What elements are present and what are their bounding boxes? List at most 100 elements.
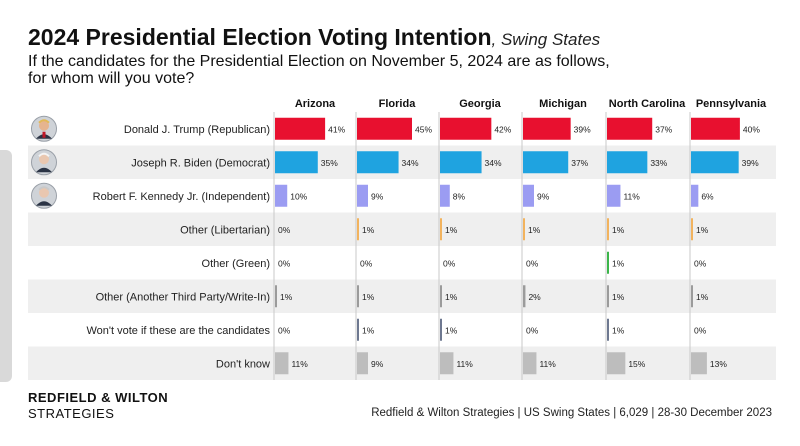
bar-georgia-other-another-third-party-write-in [440, 285, 442, 308]
row-background [28, 179, 776, 213]
category-label-robert-f-kennedy-jr-independent: Robert F. Kennedy Jr. (Independent) [93, 191, 270, 203]
bar-michigan-other-libertarian [523, 218, 525, 241]
data-label: 0% [694, 325, 707, 335]
row-background [28, 346, 776, 380]
column-header-florida: Florida [379, 98, 417, 110]
bar-florida-don-t-know [357, 352, 368, 375]
data-label: 34% [402, 158, 419, 168]
row-background [28, 246, 776, 280]
bar-michigan-don-t-know [523, 352, 537, 375]
bar-north-carolina-robert-f-kennedy-jr-independent [607, 184, 621, 207]
data-label: 15% [628, 359, 645, 369]
category-label-other-green: Other (Green) [202, 258, 270, 270]
category-label-won-t-vote-if-these-are-the-candidates: Won't vote if these are the candidates [86, 325, 270, 337]
data-label: 2% [528, 292, 541, 302]
data-label: 1% [612, 325, 625, 335]
bar-north-carolina-don-t-know [607, 352, 626, 375]
left-edge-strip [0, 150, 12, 382]
bar-michigan-robert-f-kennedy-jr-independent [523, 184, 534, 207]
category-label-other-another-third-party-write-in: Other (Another Third Party/Write-In) [96, 291, 270, 303]
data-label: 35% [321, 158, 338, 168]
data-label: 0% [278, 225, 291, 235]
data-label: 0% [443, 258, 456, 268]
brand-logo: REDFIELD & WILTON STRATEGIES [28, 390, 168, 421]
data-label: 10% [290, 191, 307, 201]
bar-arizona-donald-j-trump-republican [275, 117, 326, 140]
data-label: 11% [291, 359, 308, 369]
data-label: 9% [371, 191, 384, 201]
bar-pennsylvania-don-t-know [691, 352, 707, 375]
data-label: 13% [710, 359, 727, 369]
data-label: 39% [574, 124, 591, 134]
bar-arizona-joseph-r-biden-democrat [275, 151, 318, 174]
bar-michigan-donald-j-trump-republican [523, 117, 571, 140]
data-label: 45% [415, 124, 432, 134]
data-label: 1% [445, 292, 458, 302]
data-label: 0% [526, 325, 539, 335]
kennedy-avatar-icon [31, 182, 57, 209]
data-label: 42% [494, 124, 511, 134]
bar-arizona-don-t-know [275, 352, 289, 375]
data-label: 1% [445, 325, 458, 335]
data-label: 0% [278, 258, 291, 268]
row-background [28, 313, 776, 347]
data-label: 39% [742, 158, 759, 168]
data-label: 1% [362, 225, 375, 235]
survey-question: If the candidates for the Presidential E… [28, 53, 610, 87]
data-label: 1% [612, 225, 625, 235]
bar-pennsylvania-robert-f-kennedy-jr-independent [691, 184, 699, 207]
source-note: Redfield & Wilton Strategies | US Swing … [371, 407, 772, 419]
brand-name: REDFIELD & WILTON [28, 390, 169, 405]
bar-georgia-won-t-vote-if-these-are-the-candidates [440, 318, 442, 341]
data-label: 1% [696, 225, 709, 235]
bar-georgia-robert-f-kennedy-jr-independent [440, 184, 450, 207]
data-label: 1% [612, 258, 625, 268]
bar-pennsylvania-other-another-third-party-write-in [691, 285, 693, 308]
chart-subtitle: , Swing States [491, 30, 601, 49]
row-background [28, 212, 776, 246]
column-header-north-carolina: North Carolina [609, 98, 686, 110]
bar-michigan-joseph-r-biden-democrat [523, 151, 569, 174]
trump-avatar-icon [31, 115, 57, 142]
data-label: 1% [362, 325, 375, 335]
category-label-joseph-r-biden-democrat: Joseph R. Biden (Democrat) [131, 157, 270, 169]
title-block: 2024 Presidential Election Voting Intent… [28, 24, 600, 51]
bar-arizona-robert-f-kennedy-jr-independent [275, 184, 288, 207]
biden-avatar-icon [31, 149, 57, 176]
bar-florida-donald-j-trump-republican [357, 117, 412, 140]
bar-north-carolina-joseph-r-biden-democrat [607, 151, 648, 174]
bar-north-carolina-other-green [607, 251, 609, 274]
data-label: 0% [694, 258, 707, 268]
column-header-arizona: Arizona [295, 98, 336, 110]
chart-title: 2024 Presidential Election Voting Intent… [28, 24, 492, 50]
bar-florida-other-another-third-party-write-in [357, 285, 359, 308]
data-label: 9% [371, 359, 384, 369]
bar-georgia-other-libertarian [440, 218, 442, 241]
data-label: 34% [485, 158, 502, 168]
bar-north-carolina-won-t-vote-if-these-are-the-candidates [607, 318, 609, 341]
row-background [28, 145, 776, 179]
data-label: 1% [280, 292, 293, 302]
data-label: 0% [278, 325, 291, 335]
category-label-donald-j-trump-republican: Donald J. Trump (Republican) [124, 124, 270, 136]
row-background [28, 279, 776, 313]
bar-florida-won-t-vote-if-these-are-the-candidates [357, 318, 359, 341]
data-label: 41% [328, 124, 345, 134]
bar-georgia-donald-j-trump-republican [440, 117, 492, 140]
category-label-other-libertarian: Other (Libertarian) [180, 224, 270, 236]
category-label-don-t-know: Don't know [216, 358, 270, 370]
data-label: 33% [650, 158, 667, 168]
bar-michigan-other-another-third-party-write-in [523, 285, 526, 308]
bar-florida-other-libertarian [357, 218, 359, 241]
column-header-pennsylvania: Pennsylvania [696, 98, 767, 110]
data-label: 0% [526, 258, 539, 268]
data-label: 1% [612, 292, 625, 302]
data-label: 8% [453, 191, 466, 201]
data-label: 11% [623, 191, 640, 201]
bar-pennsylvania-joseph-r-biden-democrat [691, 151, 739, 174]
column-header-georgia: Georgia [459, 98, 501, 110]
data-label: 11% [539, 359, 556, 369]
bar-florida-joseph-r-biden-democrat [357, 151, 399, 174]
column-header-michigan: Michigan [539, 98, 587, 110]
